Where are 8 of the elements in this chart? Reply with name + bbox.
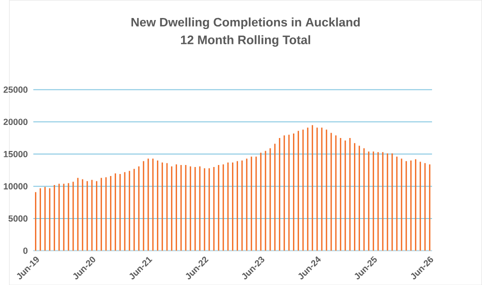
y-tick-label: 10000: [4, 183, 28, 190]
chart-subtitle: 12 Month Rolling Total: [181, 35, 310, 47]
y-tick-label: 5000: [8, 215, 28, 222]
y-tick-label: 25000: [4, 86, 28, 93]
y-tick-label: 15000: [4, 150, 28, 158]
chart-title: New Dwelling Completions in Auckland: [131, 17, 360, 29]
y-tick-label: 0: [23, 247, 28, 254]
y-tick-label: 20000: [4, 118, 28, 125]
